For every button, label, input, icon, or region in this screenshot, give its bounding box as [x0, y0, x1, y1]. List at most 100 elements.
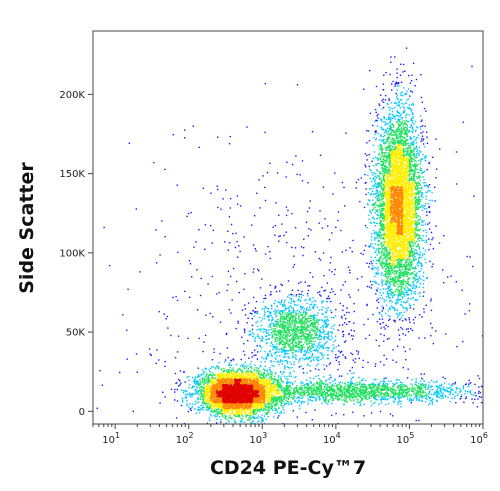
- scatter-point: [375, 293, 377, 295]
- scatter-point: [267, 353, 270, 355]
- scatter-point: [174, 391, 176, 393]
- scatter-point: [244, 273, 246, 275]
- scatter-point: [397, 286, 399, 288]
- scatter-point: [414, 396, 416, 398]
- scatter-point: [424, 182, 427, 184]
- scatter-point: [400, 280, 402, 282]
- scatter-point: [337, 211, 340, 213]
- scatter-point: [377, 301, 380, 304]
- scatter-point: [382, 148, 384, 151]
- scatter-point: [415, 146, 418, 148]
- scatter-point: [360, 252, 362, 255]
- scatter-point: [290, 311, 292, 314]
- scatter-point: [372, 393, 374, 396]
- scatter-point: [414, 236, 416, 238]
- scatter-point: [304, 319, 306, 322]
- scatter-point: [301, 318, 304, 320]
- scatter-point: [401, 291, 403, 294]
- scatter-point: [474, 398, 476, 401]
- scatter-point: [284, 343, 286, 345]
- scatter-point: [305, 323, 307, 325]
- scatter-point: [382, 280, 384, 282]
- scatter-point: [391, 396, 393, 398]
- scatter-point: [300, 346, 302, 348]
- scatter-point: [396, 345, 399, 347]
- scatter-point: [418, 254, 421, 256]
- scatter-point: [312, 324, 314, 326]
- scatter-point: [382, 389, 385, 391]
- scatter-point: [398, 112, 401, 115]
- scatter-point: [385, 383, 387, 385]
- scatter-point: [268, 311, 270, 313]
- scatter-point: [309, 285, 311, 287]
- scatter-point: [401, 129, 403, 132]
- scatter-point: [437, 395, 439, 398]
- scatter-point: [230, 359, 232, 362]
- scatter-point: [315, 332, 317, 334]
- scatter-point: [410, 395, 413, 397]
- scatter-point: [189, 384, 191, 386]
- scatter-point: [320, 352, 323, 354]
- scatter-point: [383, 74, 385, 76]
- scatter-point: [315, 397, 317, 399]
- scatter-point: [321, 344, 323, 346]
- scatter-point: [225, 370, 227, 372]
- scatter-point: [415, 229, 417, 231]
- scatter-point: [403, 301, 405, 303]
- scatter-point: [306, 321, 308, 323]
- scatter-point: [293, 390, 295, 392]
- scatter-point: [414, 274, 417, 276]
- scatter-point: [322, 329, 324, 331]
- scatter-point: [409, 284, 411, 286]
- scatter-point: [376, 259, 378, 262]
- scatter-point: [431, 385, 433, 387]
- scatter-point: [435, 168, 438, 170]
- scatter-point: [245, 371, 247, 373]
- scatter-point: [422, 139, 424, 142]
- scatter-point: [372, 383, 374, 385]
- scatter-point: [286, 362, 289, 365]
- scatter-point: [412, 102, 414, 105]
- scatter-point: [375, 192, 378, 195]
- scatter-point: [401, 286, 403, 288]
- scatter-point: [416, 390, 418, 392]
- scatter-point: [285, 214, 288, 217]
- scatter-point: [414, 199, 417, 202]
- scatter-point: [282, 305, 285, 307]
- scatter-point: [399, 383, 402, 386]
- scatter-point: [401, 382, 403, 384]
- scatter-point: [403, 389, 405, 391]
- scatter-point: [319, 398, 321, 400]
- scatter-point: [217, 365, 219, 367]
- scatter-point: [307, 333, 310, 336]
- scatter-point: [236, 280, 238, 283]
- scatter-point: [378, 260, 380, 263]
- scatter-point: [386, 291, 389, 293]
- scatter-point: [385, 299, 387, 301]
- scatter-point: [370, 239, 373, 241]
- scatter-point: [205, 314, 207, 316]
- scatter-point: [279, 290, 281, 292]
- scatter-point: [478, 377, 481, 380]
- scatter-point: [296, 416, 298, 418]
- scatter-point: [301, 347, 303, 350]
- scatter-point: [478, 396, 481, 398]
- scatter-point: [425, 184, 428, 187]
- scatter-point: [322, 346, 324, 348]
- scatter-point: [423, 146, 426, 148]
- scatter-point: [469, 382, 472, 384]
- scatter-point: [387, 294, 390, 296]
- scatter-point: [387, 276, 389, 278]
- scatter-point: [313, 303, 315, 305]
- scatter-point: [289, 297, 291, 299]
- scatter-point: [351, 396, 353, 398]
- scatter-point: [350, 329, 352, 331]
- scatter-point: [269, 284, 271, 286]
- scatter-point: [308, 393, 310, 395]
- scatter-point: [314, 324, 316, 327]
- scatter-point: [280, 301, 283, 304]
- scatter-point: [284, 345, 286, 347]
- scatter-point: [203, 401, 206, 404]
- scatter-point: [389, 277, 391, 280]
- scatter-point: [434, 200, 436, 202]
